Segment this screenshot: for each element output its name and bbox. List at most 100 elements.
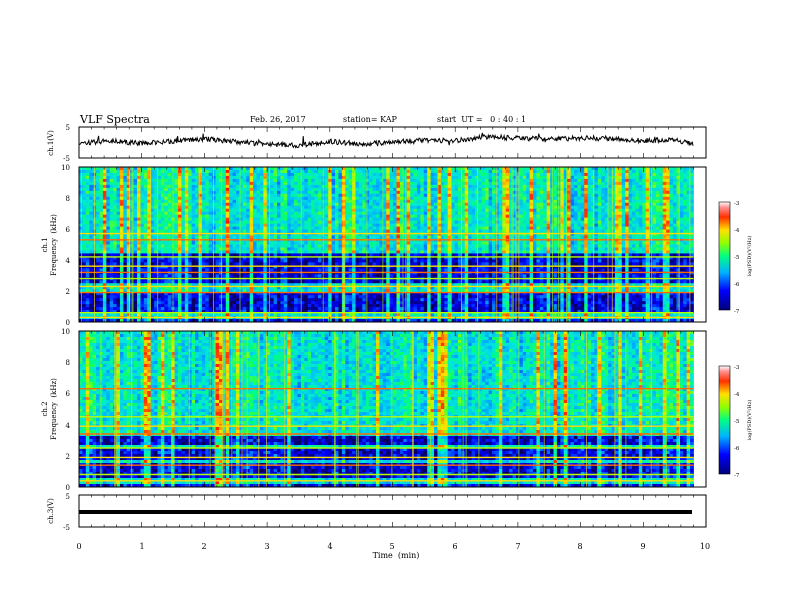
spectrogram-cell: [580, 178, 585, 183]
spectrogram-cell: [505, 193, 510, 198]
spectrogram-cell: [126, 181, 131, 186]
spectrogram-cell: [382, 193, 387, 198]
spectrogram-cell: [222, 187, 227, 192]
spectrogram-cell: [150, 226, 155, 230]
spectrogram-cell: [577, 190, 582, 195]
spectrogram-cell: [106, 196, 111, 201]
spectrogram-cell: [474, 181, 479, 186]
spectrogram-cell: [669, 223, 674, 228]
spectrogram-cell: [232, 196, 237, 201]
spectrogram-cell: [485, 178, 490, 183]
spectrogram-cell: [116, 199, 121, 204]
spectrogram-cell: [352, 199, 356, 204]
spectrogram-cell: [236, 205, 240, 210]
spectrogram-cell: [154, 167, 158, 171]
spectrogram-cell: [300, 235, 305, 239]
spectrogram-cell: [679, 193, 684, 198]
spectrogram-cell: [396, 211, 401, 216]
spectrogram-cell: [502, 241, 507, 245]
spectrogram-cell: [160, 208, 165, 213]
spectrogram-cell: [150, 235, 155, 239]
spectrogram-cell: [348, 193, 353, 198]
spectrogram-cell: [584, 175, 589, 180]
spectrogram-cell: [82, 187, 87, 192]
spectrogram-cell: [526, 244, 530, 248]
spectrogram-cell: [198, 187, 203, 192]
spectrogram-cell: [208, 220, 213, 225]
spectrogram-cell: [488, 202, 493, 207]
spectrogram-cell: [594, 202, 599, 207]
spectrogram-cell: [304, 184, 309, 189]
spectrogram-cell: [573, 214, 578, 219]
spectrogram-cell: [338, 196, 343, 201]
spectrogram-cell: [464, 220, 469, 225]
spectrogram-cell: [676, 178, 681, 183]
spectrogram-cell: [358, 226, 363, 230]
spectrogram-cell: [215, 199, 220, 204]
spectrogram-cell: [249, 202, 254, 207]
spectrogram-cell: [328, 235, 333, 239]
spectrogram-cell: [324, 196, 329, 201]
spectrogram-cell: [102, 199, 107, 204]
spectrogram-cell: [611, 220, 616, 225]
spectrogram-cell: [563, 220, 568, 225]
spectrogram-cell: [109, 187, 114, 192]
spectrogram-cell: [201, 178, 206, 183]
spectrogram-cell: [311, 244, 315, 248]
spectrogram-cell: [505, 226, 510, 230]
spectrogram-cell: [550, 202, 554, 207]
spectrogram-cell: [519, 190, 524, 195]
spectrogram-cell: [338, 214, 343, 219]
spectrogram-cell: [645, 190, 650, 195]
spectrogram-cell: [666, 175, 670, 180]
spectrogram-cell: [174, 196, 179, 201]
spectrogram-cell: [655, 196, 660, 201]
spectrogram-cell: [369, 184, 373, 189]
spectrogram-cell: [451, 169, 455, 174]
spectrogram-cell: [420, 196, 425, 201]
spectrogram-cell: [375, 205, 380, 210]
spectrogram-cell: [263, 169, 268, 174]
spectrogram-cell: [416, 211, 421, 216]
spectrogram-cell: [113, 229, 117, 233]
spectrogram-cell: [242, 226, 247, 230]
spectrogram-cell: [143, 205, 148, 210]
spectrogram-cell: [659, 214, 664, 219]
spectrogram-cell: [157, 205, 162, 210]
spectrogram-cell: [304, 187, 309, 192]
spectrogram-cell: [208, 241, 213, 245]
spectrogram-cell: [481, 178, 486, 183]
spectrogram-cell: [116, 167, 121, 171]
spectrogram-cell: [580, 208, 585, 213]
spectrogram-cell: [563, 208, 568, 213]
spectrogram-cell: [229, 196, 234, 201]
spectrogram-cell: [529, 169, 534, 174]
spectrogram-cell: [116, 247, 121, 251]
spectrogram-cell: [147, 175, 152, 180]
spectrogram-cell: [79, 181, 83, 186]
spectrogram-cell: [481, 241, 486, 245]
spectrogram-cell: [539, 169, 544, 174]
spectrogram-cell: [580, 187, 585, 192]
spectrogram-cell: [147, 172, 152, 177]
spectrogram-cell: [335, 214, 339, 219]
spectrogram-cell: [666, 226, 670, 230]
spectrogram-cell: [82, 214, 87, 219]
spectrogram-cell: [649, 202, 653, 207]
spectrogram-cell: [628, 241, 633, 245]
spectrogram-cell: [662, 220, 667, 225]
spectrogram-cell: [659, 226, 664, 230]
spectrogram-cell: [212, 167, 216, 171]
spectrogram-cell: [471, 169, 476, 174]
spectrogram-cell: [345, 229, 350, 233]
spectrogram-cell: [157, 217, 162, 222]
spectrogram-cell: [519, 202, 524, 207]
spectrogram-cell: [498, 217, 503, 222]
spectrogram-cell: [434, 247, 438, 251]
spectrogram-cell: [287, 226, 292, 230]
spectrogram-cell: [348, 202, 353, 207]
spectrogram-cell: [618, 208, 623, 213]
spectrogram-cell: [157, 187, 162, 192]
spectrogram-cell: [276, 172, 281, 177]
spectrogram-cell: [348, 211, 353, 216]
